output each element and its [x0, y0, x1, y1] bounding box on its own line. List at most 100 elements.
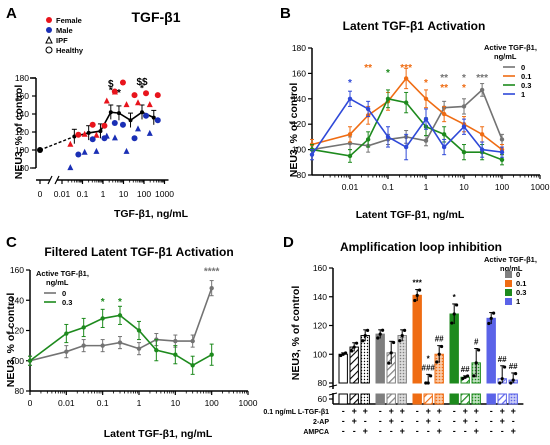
x-tick-label: 1: [424, 182, 429, 192]
condition-sign: -: [490, 406, 493, 416]
condition-sign: -: [379, 406, 382, 416]
significance-mark: ***: [400, 63, 412, 74]
replicate-point: [450, 321, 454, 325]
female-point: [89, 121, 96, 128]
legend-swatch-0: [505, 271, 512, 278]
bar-lower-segment: [460, 393, 470, 405]
replicate-point: [472, 374, 476, 378]
replicate-point: [352, 345, 356, 349]
legend-b-title-2: ng/mL: [494, 52, 517, 61]
replicate-point: [500, 377, 504, 381]
significance-mark-a: $: [108, 79, 114, 90]
bar-lower-segment: [412, 393, 422, 405]
x-tick-label: 100: [205, 398, 219, 408]
replicate-point: [376, 336, 380, 340]
bar-lower-segment: [338, 393, 348, 405]
mean-point-a: [151, 115, 156, 120]
female-ipf-point: [103, 97, 110, 104]
y-tick-label-a: 120: [15, 127, 29, 137]
replicate-point: [455, 303, 459, 307]
legend-label-0: 0: [521, 63, 525, 72]
data-point-0: [136, 346, 142, 351]
y-tick-label: 100: [10, 356, 24, 366]
condition-sign: -: [353, 426, 356, 436]
x-tick-label-a: 1000: [155, 189, 174, 199]
y-tick-label: 140: [10, 295, 24, 305]
y-tick-label-d: 120: [313, 321, 327, 331]
legend-swatch-0.3: [505, 289, 512, 296]
x-tick-label: 0: [28, 398, 33, 408]
y-tick-label-d: 160: [313, 263, 327, 273]
chart-title-c: Filtered Latent TGF-β1 Activation: [44, 245, 233, 259]
replicate-point: [361, 339, 365, 343]
female-ipf-point: [111, 88, 118, 95]
condition-sign: +: [389, 416, 394, 426]
male-point: [143, 112, 150, 119]
data-point-0.3: [403, 100, 409, 105]
replicate-point: [466, 374, 470, 378]
condition-sign: +: [500, 416, 505, 426]
legend-ipf-marker: [45, 35, 53, 44]
y-tick-label-a: 80: [20, 163, 30, 173]
significance-mark: *: [101, 297, 105, 308]
condition-sign: -: [501, 426, 504, 436]
replicate-point: [381, 328, 385, 332]
condition-sign: +: [400, 426, 405, 436]
condition-sign: -: [379, 416, 382, 426]
female-point: [119, 79, 126, 86]
data-point-0.1: [441, 111, 447, 117]
male-point: [75, 151, 82, 158]
significance-mark: *: [386, 68, 390, 79]
condition-sign: -: [401, 416, 404, 426]
bar: [412, 294, 422, 384]
y-axis-label-d: NEU3, % of control: [290, 286, 302, 381]
significance-mark: **: [440, 83, 448, 94]
data-point-1: [461, 124, 467, 129]
replicate-point: [461, 376, 465, 381]
condition-sign: -: [453, 426, 456, 436]
chart-title-d: Amplification loop inhibition: [340, 240, 502, 254]
chart-title-b: Latent TGF-β1 Activation: [343, 19, 486, 33]
data-point-1: [499, 149, 505, 155]
y-tick-label: 160: [10, 265, 24, 275]
condition-sign: +: [437, 426, 442, 436]
replicate-point: [378, 332, 382, 336]
condition-sign: -: [453, 406, 456, 416]
data-point-0.3: [499, 157, 505, 162]
legend-label-0.3: 0.3: [62, 298, 72, 307]
condition-row-label: AMPCA: [303, 429, 329, 436]
female-ipf-point: [146, 101, 153, 108]
legend-label-d-0: 0: [516, 270, 520, 279]
data-point-1: [479, 147, 485, 152]
data-point-0.3: [100, 316, 105, 321]
female-ipf-point: [67, 140, 74, 147]
y-tick-label: 160: [292, 68, 306, 78]
data-point-0: [64, 349, 69, 354]
bar-lower-segment: [349, 393, 359, 405]
data-point-1: [309, 152, 315, 157]
male-ipf-point: [67, 164, 74, 171]
data-point-0.3: [136, 328, 142, 333]
data-point-0: [499, 137, 505, 142]
replicate-point: [435, 360, 439, 364]
baseline-point-a: [37, 147, 43, 153]
condition-sign: -: [342, 426, 345, 436]
y-tick-label-a: 160: [15, 91, 29, 101]
legend-female-marker: [46, 17, 52, 23]
condition-sign: -: [390, 426, 393, 436]
legend-swatch-0.1: [505, 280, 512, 287]
female-point: [101, 122, 108, 129]
condition-sign: -: [475, 416, 478, 426]
y-tick-label-d: 140: [313, 292, 327, 302]
data-point-1: [423, 116, 429, 122]
bar-lower-segment: [508, 393, 518, 405]
male-ipf-point: [111, 134, 118, 141]
male-ipf-point: [123, 147, 130, 154]
male-ipf-point: [81, 148, 88, 155]
bar: [349, 346, 359, 384]
data-point-0.3: [209, 352, 214, 357]
series-line-1: [311, 97, 503, 156]
replicate-point: [509, 381, 513, 385]
significance-mark-d: #: [474, 338, 479, 347]
